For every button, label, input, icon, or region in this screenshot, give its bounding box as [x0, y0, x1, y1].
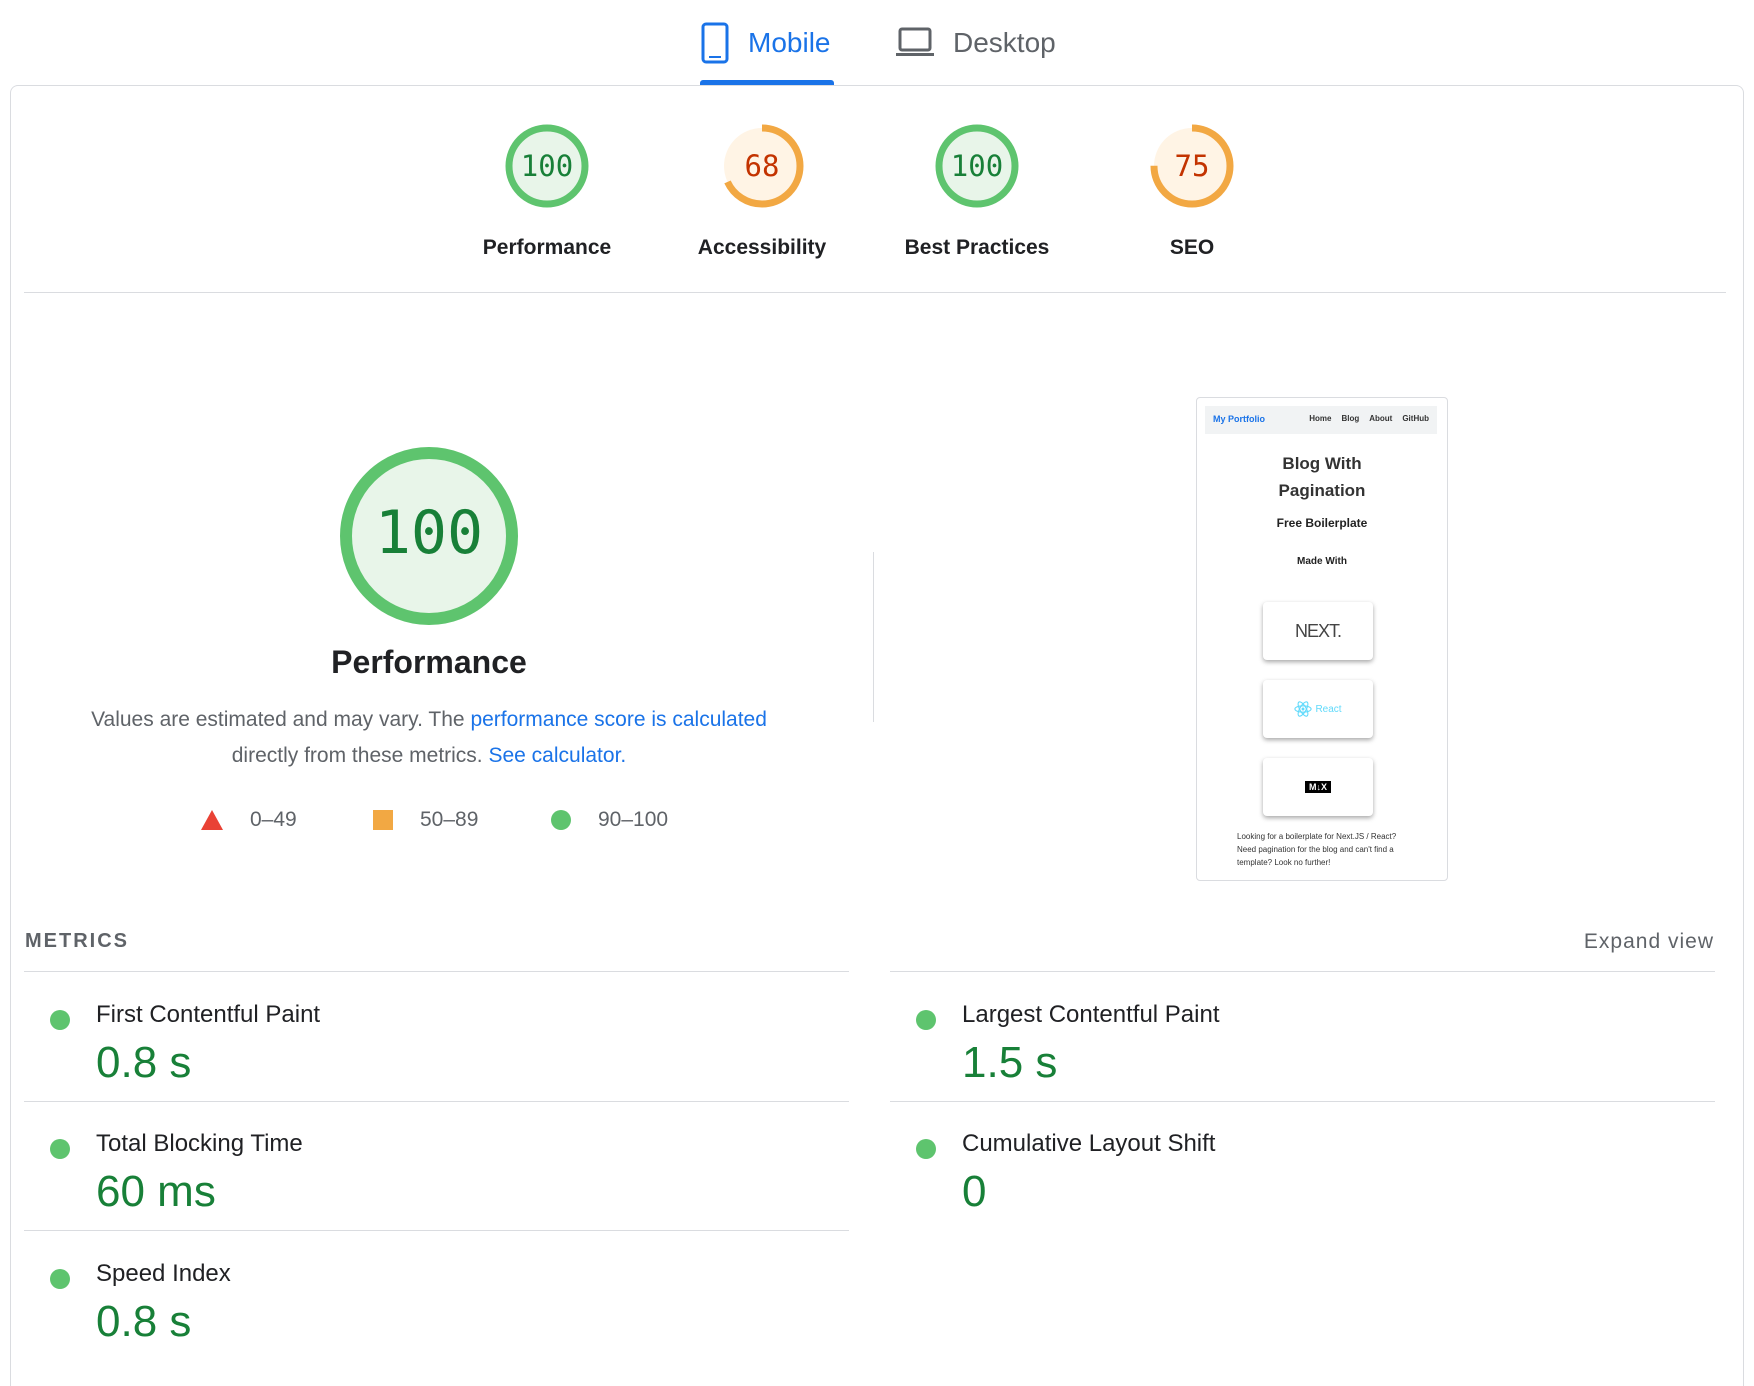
- metric-name: Largest Contentful Paint: [962, 1001, 1220, 1028]
- pass-indicator-icon: [50, 1139, 70, 1159]
- score-label: Best Practices: [904, 236, 1050, 259]
- score-gauge-seo[interactable]: 75 SEO: [1112, 118, 1272, 260]
- metric-value: 0.8 s: [96, 1297, 192, 1346]
- metric-name: Cumulative Layout Shift: [962, 1130, 1216, 1157]
- score-value: 75: [1175, 149, 1210, 183]
- thumb-nav-home: Home: [1309, 414, 1332, 423]
- score-ring-arc: [935, 124, 1019, 208]
- pass-indicator-icon: [50, 1010, 70, 1030]
- thumb-title: Blog With Pagination: [1197, 450, 1447, 504]
- legend-fail-label: 0–49: [250, 808, 297, 831]
- score-ring: 100: [505, 124, 589, 208]
- active-tab-indicator: [700, 80, 834, 85]
- thumb-brand: My Portfolio: [1213, 414, 1265, 424]
- score-ring-arc: [1150, 124, 1234, 208]
- metric-speed-index: Speed Index 0.8 s: [24, 1241, 824, 1361]
- score-ring-background: [1154, 128, 1230, 204]
- thumb-nav-blog: Blog: [1341, 414, 1360, 423]
- score-label: Performance: [482, 236, 612, 259]
- score-ring: 68: [720, 124, 804, 208]
- thumb-navbar: My Portfolio Home Blog About GitHub: [1205, 406, 1437, 434]
- score-ring: 75: [1150, 124, 1234, 208]
- vertical-divider: [873, 552, 874, 722]
- metric-divider: [24, 1230, 849, 1231]
- metric-divider: [890, 971, 1715, 972]
- score-ring-background: [509, 128, 585, 204]
- performance-description: Values are estimated and may vary. The p…: [40, 702, 818, 774]
- thumb-made-with: Made With: [1297, 556, 1347, 567]
- legend-pass: 90–100: [550, 808, 668, 832]
- metric-name: Speed Index: [96, 1260, 231, 1287]
- score-value: 68: [745, 149, 780, 183]
- tab-desktop-label: Desktop: [953, 27, 1056, 58]
- react-icon: [1294, 701, 1313, 717]
- thumb-title-line2: Pagination: [1278, 481, 1366, 500]
- score-ring-arc: [720, 124, 804, 208]
- metric-largest-contentful-paint: Largest Contentful Paint 1.5 s: [890, 982, 1690, 1102]
- metric-name: First Contentful Paint: [96, 1001, 321, 1028]
- phone-icon: [701, 22, 729, 64]
- see-calculator-link[interactable]: See calculator.: [488, 744, 627, 767]
- metric-value: 1.5 s: [962, 1038, 1058, 1087]
- description-text: Values are estimated and may vary. The: [91, 708, 471, 731]
- score-label: SEO: [1169, 236, 1215, 259]
- score-ring-background: [724, 128, 800, 204]
- thumb-subtitle: Free Boilerplate: [1276, 516, 1368, 530]
- mdx-logo-card: M↓X: [1263, 758, 1373, 816]
- description-text-2: directly from these metrics.: [231, 744, 489, 767]
- page-screenshot: My Portfolio Home Blog About GitHub Blog…: [1196, 397, 1448, 881]
- metric-name: Total Blocking Time: [96, 1130, 303, 1157]
- square-icon: [373, 810, 393, 830]
- metric-first-contentful-paint: First Contentful Paint 0.8 s: [24, 982, 824, 1102]
- circle-icon: [551, 810, 571, 830]
- metric-divider: [24, 1101, 849, 1102]
- score-gauge-performance[interactable]: 100 Performance: [467, 118, 627, 260]
- expand-view-button[interactable]: Expand view: [1583, 930, 1714, 953]
- score-ring: 100: [935, 124, 1019, 208]
- pass-indicator-icon: [916, 1139, 936, 1159]
- legend-pass-label: 90–100: [598, 808, 669, 831]
- react-logo-text: React: [1315, 703, 1342, 715]
- pass-indicator-icon: [916, 1010, 936, 1030]
- nextjs-logo: NEXT.: [1294, 620, 1342, 641]
- react-logo-card: React: [1263, 680, 1373, 738]
- metric-divider: [24, 971, 849, 972]
- score-calculation-link[interactable]: performance score is calculated: [470, 708, 767, 731]
- tab-mobile[interactable]: Mobile: [700, 18, 830, 68]
- metric-value: 0: [962, 1167, 987, 1216]
- legend-average: 50–89: [372, 808, 478, 832]
- report-card: [10, 85, 1744, 1386]
- triangle-icon: [201, 810, 223, 830]
- thumb-title-line1: Blog With: [1282, 454, 1362, 473]
- thumb-footer-text: Looking for a boilerplate for Next.JS / …: [1237, 832, 1397, 867]
- metric-value: 0.8 s: [96, 1038, 192, 1087]
- metric-cumulative-layout-shift: Cumulative Layout Shift 0: [890, 1111, 1690, 1231]
- laptop-icon: [896, 27, 934, 56]
- metric-divider: [890, 1101, 1715, 1102]
- score-value: 100: [521, 149, 573, 183]
- performance-gauge-large: 100: [340, 447, 518, 625]
- metric-value: 60 ms: [96, 1167, 216, 1216]
- score-ring-background: [939, 128, 1015, 204]
- score-gauge-best-practices[interactable]: 100 Best Practices: [897, 118, 1057, 260]
- mdx-logo: M↓X: [1305, 781, 1331, 793]
- performance-title: Performance: [331, 644, 527, 680]
- score-gauge-accessibility[interactable]: 68 Accessibility: [682, 118, 842, 260]
- pass-indicator-icon: [50, 1269, 70, 1289]
- thumb-nav-about: About: [1369, 414, 1393, 423]
- metrics-heading: METRICS: [25, 930, 129, 952]
- score-ring-arc: [505, 124, 589, 208]
- tab-desktop[interactable]: Desktop: [895, 18, 1056, 68]
- metric-total-blocking-time: Total Blocking Time 60 ms: [24, 1111, 824, 1231]
- tab-mobile-label: Mobile: [748, 27, 831, 58]
- thumb-nav-github: GitHub: [1402, 414, 1429, 423]
- nextjs-logo-card: NEXT.: [1263, 602, 1373, 660]
- score-label: Accessibility: [697, 236, 827, 259]
- score-value: 100: [951, 149, 1003, 183]
- performance-score-large: 100: [375, 498, 483, 568]
- legend-average-label: 50–89: [420, 808, 479, 831]
- legend-fail: 0–49: [200, 808, 297, 832]
- thumb-nav-links: Home Blog About GitHub: [1309, 414, 1429, 423]
- section-divider: [24, 292, 1726, 293]
